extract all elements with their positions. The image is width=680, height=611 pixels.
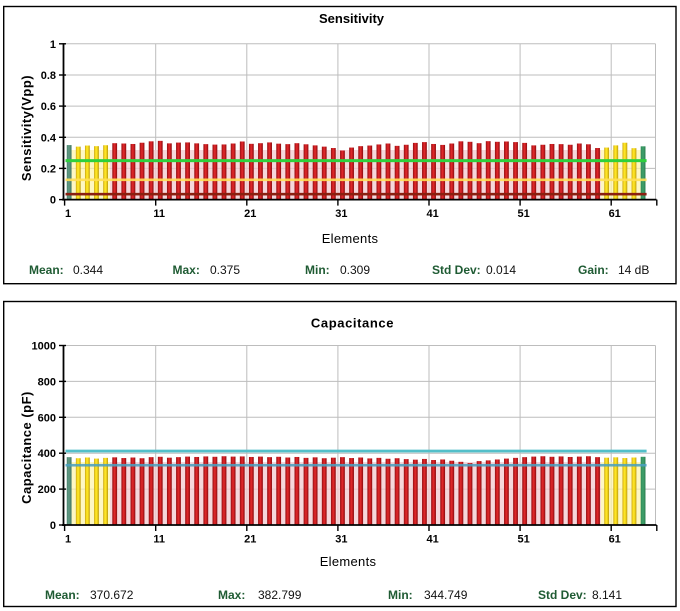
svg-text:0.344: 0.344	[73, 263, 103, 277]
svg-text:51: 51	[517, 534, 529, 546]
svg-text:21: 21	[244, 208, 256, 220]
svg-text:Elements: Elements	[322, 231, 379, 246]
svg-text:61: 61	[609, 208, 621, 220]
svg-text:0.375: 0.375	[210, 263, 240, 277]
svg-text:Sensitivity: Sensitivity	[319, 11, 385, 26]
svg-text:Std Dev:: Std Dev:	[432, 263, 481, 277]
svg-text:Mean:: Mean:	[29, 263, 64, 277]
svg-text:Mean:: Mean:	[45, 588, 80, 602]
svg-text:Sensitivity(Vpp): Sensitivity(Vpp)	[19, 75, 34, 181]
svg-text:1: 1	[65, 534, 71, 546]
svg-text:Min:: Min:	[388, 588, 413, 602]
svg-text:Capacitance: Capacitance	[311, 316, 394, 331]
svg-text:31: 31	[335, 208, 347, 220]
svg-text:800: 800	[38, 376, 56, 388]
svg-text:600: 600	[38, 412, 56, 424]
svg-text:Elements: Elements	[320, 554, 377, 569]
svg-text:14 dB: 14 dB	[618, 263, 649, 277]
svg-text:61: 61	[609, 534, 621, 546]
svg-text:Max:: Max:	[173, 263, 200, 277]
svg-text:1000: 1000	[32, 341, 56, 353]
svg-text:41: 41	[426, 208, 438, 220]
svg-text:31: 31	[335, 534, 347, 546]
svg-text:21: 21	[244, 534, 256, 546]
svg-text:0.4: 0.4	[41, 132, 57, 144]
svg-text:8.141: 8.141	[592, 588, 622, 602]
svg-text:Max:: Max:	[218, 588, 245, 602]
svg-text:11: 11	[153, 534, 165, 546]
svg-text:0.309: 0.309	[340, 263, 370, 277]
svg-text:0.014: 0.014	[486, 263, 516, 277]
svg-text:0.6: 0.6	[41, 101, 56, 113]
svg-text:Gain:: Gain:	[578, 263, 609, 277]
svg-text:344.749: 344.749	[424, 588, 468, 602]
svg-text:Capacitance (pF): Capacitance (pF)	[19, 391, 34, 504]
svg-text:0: 0	[50, 520, 56, 532]
svg-text:Min:: Min:	[305, 263, 330, 277]
svg-text:0: 0	[50, 195, 56, 207]
svg-text:1: 1	[65, 208, 71, 220]
svg-text:0.2: 0.2	[41, 163, 56, 175]
svg-text:0.8: 0.8	[41, 70, 56, 82]
svg-text:1: 1	[50, 39, 56, 51]
svg-text:400: 400	[38, 448, 56, 460]
svg-text:11: 11	[153, 208, 165, 220]
svg-text:200: 200	[38, 484, 56, 496]
svg-text:Std Dev:: Std Dev:	[538, 588, 587, 602]
svg-text:382.799: 382.799	[258, 588, 302, 602]
svg-text:370.672: 370.672	[90, 588, 134, 602]
svg-text:51: 51	[517, 208, 529, 220]
svg-text:41: 41	[426, 534, 438, 546]
